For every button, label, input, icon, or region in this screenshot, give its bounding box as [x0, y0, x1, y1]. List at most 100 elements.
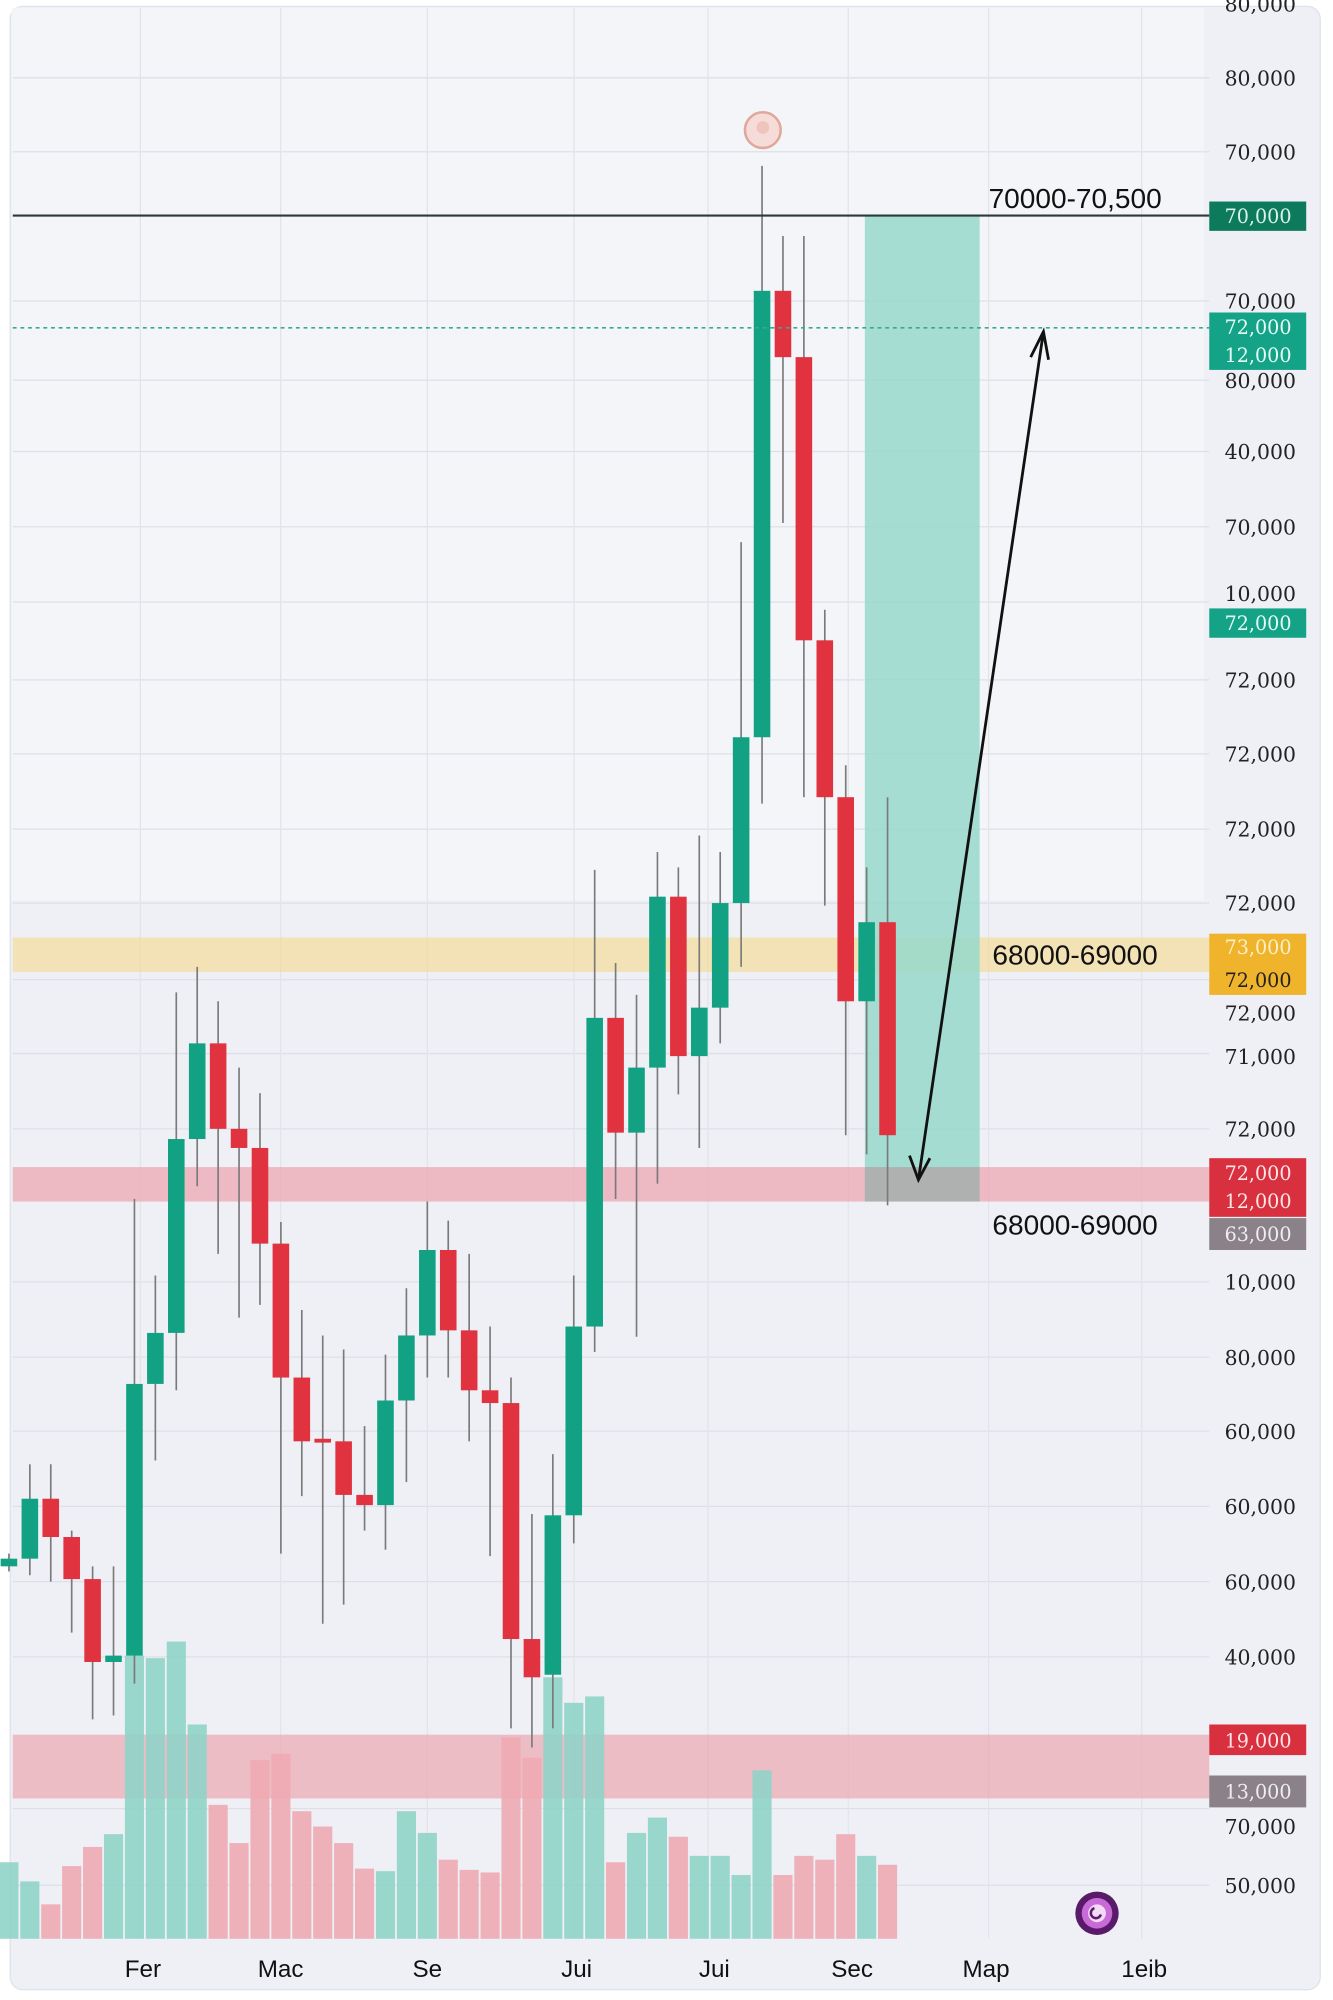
candle-bullish[interactable] — [858, 867, 875, 1155]
candle-bullish[interactable] — [544, 1454, 562, 1729]
candle-bearish[interactable] — [251, 1093, 269, 1305]
candle-bearish[interactable] — [314, 1335, 332, 1624]
candle-bearish[interactable] — [481, 1326, 499, 1557]
candle-bearish[interactable] — [502, 1377, 520, 1729]
candle-bearish[interactable] — [837, 765, 855, 1136]
candle-bullish[interactable] — [649, 852, 666, 1184]
candle-bullish[interactable] — [0, 1553, 18, 1572]
zone-lower-band — [12, 1167, 1210, 1202]
y-tick: 40,000 — [1225, 440, 1296, 464]
candle-bullish[interactable] — [167, 992, 185, 1391]
candle-bullish[interactable] — [586, 869, 603, 1353]
volume-bar — [166, 1641, 186, 1939]
price-tag-text: 12,000 — [1225, 344, 1292, 367]
volume-bar — [292, 1811, 312, 1939]
price-tag — [1209, 1158, 1307, 1217]
candle-bullish[interactable] — [398, 1288, 415, 1483]
candle-bearish[interactable] — [209, 1001, 227, 1254]
price-tag — [1209, 1218, 1307, 1250]
candle-bearish[interactable] — [439, 1220, 457, 1378]
double-arrow[interactable] — [908, 327, 1050, 1184]
volume-bar — [731, 1875, 751, 1939]
volume-bar — [187, 1724, 207, 1939]
y-tick: 60,000 — [1225, 1420, 1296, 1444]
price-tag-text: 72,000 — [1225, 612, 1292, 635]
x-tick: Map — [962, 1956, 1009, 1983]
candle-bearish[interactable] — [230, 1067, 248, 1318]
volume-bar — [877, 1864, 898, 1939]
candle-bullish[interactable] — [21, 1464, 39, 1576]
candle-body — [481, 1390, 499, 1404]
candle-bearish[interactable] — [670, 867, 687, 1095]
candle-bearish[interactable] — [84, 1566, 101, 1720]
price-tag-text: 13,000 — [1225, 1780, 1292, 1803]
candle-bearish[interactable] — [523, 1514, 541, 1748]
candle-bearish[interactable] — [795, 235, 813, 798]
y-tick: 71,000 — [1225, 1045, 1296, 1069]
candle-bullish[interactable] — [753, 165, 771, 804]
candle-body — [523, 1639, 541, 1678]
candle-bearish[interactable] — [879, 797, 896, 1206]
candle-body — [565, 1326, 583, 1516]
price-tag — [1209, 933, 1307, 995]
candle-body — [335, 1441, 352, 1495]
y-tick: 60,000 — [1225, 1495, 1296, 1519]
candle-bullish[interactable] — [126, 1198, 143, 1684]
volume-bar — [396, 1811, 416, 1939]
resistance-label: 70000-70,500 — [989, 183, 1162, 214]
volume-bar — [124, 1655, 145, 1939]
candle-body — [774, 290, 792, 358]
zone-bottom-band — [12, 1734, 1210, 1799]
volume-bar — [689, 1855, 709, 1939]
candle-bullish[interactable] — [711, 852, 729, 1044]
candle-bearish[interactable] — [272, 1221, 290, 1554]
y-tick: 72,000 — [1225, 1001, 1296, 1025]
volume-bar — [773, 1875, 793, 1939]
volume-bar — [208, 1804, 228, 1939]
candle-bearish[interactable] — [335, 1349, 352, 1605]
candle-bullish[interactable] — [628, 994, 645, 1337]
candle-bearish[interactable] — [607, 963, 624, 1199]
candle-bearish[interactable] — [774, 235, 792, 523]
volume-bars — [0, 1641, 898, 1939]
candle-bearish[interactable] — [460, 1253, 478, 1442]
candle-bullish[interactable] — [105, 1566, 122, 1716]
y-tick: 80,000 — [1225, 66, 1296, 90]
price-tag-text: 72,000 — [1225, 969, 1292, 992]
candle-bearish[interactable] — [42, 1464, 60, 1582]
x-tick: Jui — [699, 1956, 730, 1983]
candle-body — [544, 1515, 562, 1675]
candle-bearish[interactable] — [816, 609, 834, 906]
volume-bar — [522, 1757, 542, 1939]
candle-bullish[interactable] — [419, 1201, 436, 1378]
volume-bar — [313, 1826, 333, 1939]
chart-panel-top-fade — [11, 7, 1205, 901]
candle-body — [439, 1250, 457, 1331]
candle-bearish[interactable] — [293, 1309, 311, 1497]
volume-bar — [459, 1869, 479, 1939]
price-tag — [1209, 201, 1307, 231]
price-tag — [1209, 608, 1307, 638]
high-marker-icon[interactable] — [743, 110, 782, 150]
candle-bullish[interactable] — [732, 542, 750, 967]
candle-body — [63, 1536, 80, 1580]
candle-bearish[interactable] — [356, 1426, 373, 1531]
volume-bar — [564, 1702, 584, 1939]
y-tick: 10,000 — [1225, 582, 1296, 606]
candle-bearish[interactable] — [63, 1530, 80, 1633]
volume-bar — [354, 1868, 375, 1939]
volume-bar — [668, 1836, 688, 1939]
candle-bullish[interactable] — [690, 835, 708, 1148]
volume-bar — [606, 1862, 626, 1939]
candle-bullish[interactable] — [188, 966, 206, 1187]
candle-body — [816, 640, 834, 798]
candle-bullish[interactable] — [147, 1275, 164, 1461]
price-tag-text: 72,000 — [1225, 316, 1292, 339]
y-tick: 60,000 — [1225, 1570, 1296, 1594]
volume-bar — [417, 1832, 437, 1939]
logo-icon[interactable] — [1075, 1891, 1119, 1935]
volume-bar — [83, 1846, 103, 1939]
candle-bullish[interactable] — [565, 1275, 583, 1544]
candle-bullish[interactable] — [377, 1354, 394, 1550]
